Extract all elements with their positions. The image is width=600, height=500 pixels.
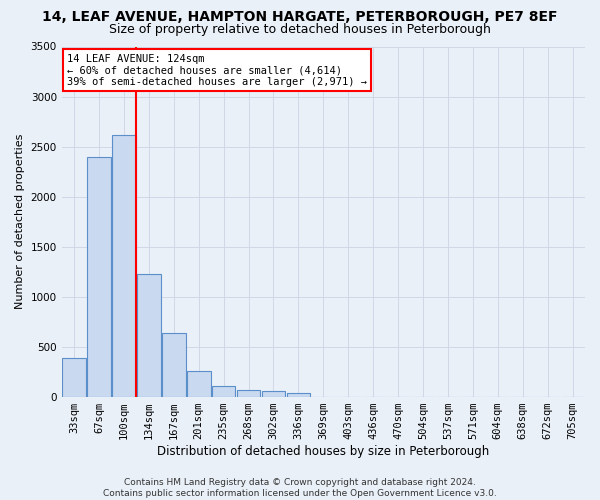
Bar xyxy=(62,358,86,397)
Text: 14, LEAF AVENUE, HAMPTON HARGATE, PETERBOROUGH, PE7 8EF: 14, LEAF AVENUE, HAMPTON HARGATE, PETERB… xyxy=(42,10,558,24)
Bar xyxy=(187,370,211,396)
Bar xyxy=(287,392,310,396)
Bar xyxy=(262,391,286,396)
Bar xyxy=(237,390,260,396)
Bar xyxy=(162,332,185,396)
Text: 14 LEAF AVENUE: 124sqm
← 60% of detached houses are smaller (4,614)
39% of semi-: 14 LEAF AVENUE: 124sqm ← 60% of detached… xyxy=(67,54,367,86)
Text: Size of property relative to detached houses in Peterborough: Size of property relative to detached ho… xyxy=(109,22,491,36)
Bar xyxy=(87,156,111,396)
Text: Contains HM Land Registry data © Crown copyright and database right 2024.
Contai: Contains HM Land Registry data © Crown c… xyxy=(103,478,497,498)
X-axis label: Distribution of detached houses by size in Peterborough: Distribution of detached houses by size … xyxy=(157,444,490,458)
Bar xyxy=(137,274,161,396)
Y-axis label: Number of detached properties: Number of detached properties xyxy=(15,134,25,309)
Bar xyxy=(212,386,235,396)
Bar xyxy=(112,134,136,396)
